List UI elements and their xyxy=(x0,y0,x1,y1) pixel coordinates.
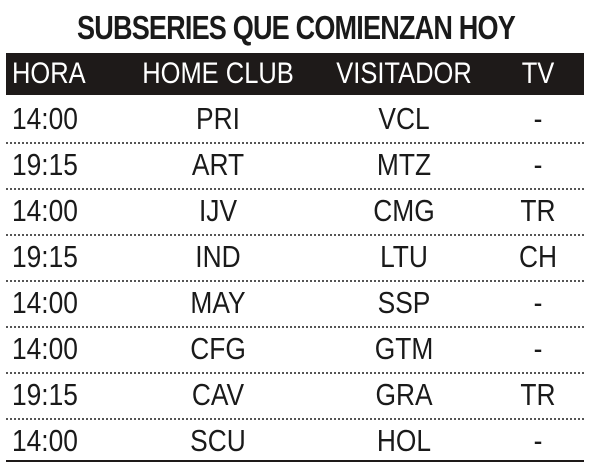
table-row: 14:00 MAY SSP - xyxy=(6,280,584,328)
table-bottom-rule xyxy=(6,460,584,462)
cell-tv: - xyxy=(533,331,543,366)
cell-home-club: CAV xyxy=(191,377,245,412)
table-row: 19:15 ART MTZ - xyxy=(6,142,584,190)
cell-hora: 14:00 xyxy=(12,285,78,320)
cell-visitor: SSP xyxy=(377,285,431,320)
table-row: 19:15 CAV GRA TR xyxy=(6,372,584,420)
header-home-club: HOME CLUB xyxy=(142,57,294,90)
cell-home-club: PRI xyxy=(196,101,240,136)
table-row: 14:00 SCU HOL - xyxy=(6,418,584,464)
cell-home-club: IJV xyxy=(198,193,238,228)
header-tv: TV xyxy=(521,57,555,90)
cell-home-club: CFG xyxy=(190,331,246,366)
cell-hora: 14:00 xyxy=(12,101,78,136)
cell-home-club: MAY xyxy=(190,285,246,320)
cell-tv: CH xyxy=(518,239,558,274)
cell-tv: - xyxy=(533,147,543,182)
cell-tv: TR xyxy=(520,193,556,228)
cell-visitor: LTU xyxy=(380,239,428,274)
cell-visitor: GTM xyxy=(374,331,434,366)
cell-visitor: VCL xyxy=(378,101,430,136)
table-row: 14:00 PRI VCL - xyxy=(6,96,584,144)
cell-hora: 14:00 xyxy=(12,331,78,366)
cell-home-club: IND xyxy=(195,239,241,274)
cell-visitor: HOL xyxy=(376,423,432,458)
cell-hora: 19:15 xyxy=(12,147,78,182)
cell-hora: 19:15 xyxy=(12,239,78,274)
table-row: 14:00 IJV CMG TR xyxy=(6,188,584,236)
table-header: HORA HOME CLUB VISITADOR TV xyxy=(6,53,584,95)
header-hora: HORA xyxy=(12,57,86,90)
cell-home-club: ART xyxy=(191,147,245,182)
cell-hora: 14:00 xyxy=(12,193,78,228)
cell-visitor: MTZ xyxy=(376,147,432,182)
header-visitor: VISITADOR xyxy=(336,57,472,90)
table-row: 14:00 CFG GTM - xyxy=(6,326,584,374)
table-row: 19:15 IND LTU CH xyxy=(6,234,584,282)
cell-hora: 19:15 xyxy=(12,377,78,412)
cell-home-club: SCU xyxy=(190,423,246,458)
cell-hora: 14:00 xyxy=(12,423,78,458)
cell-tv: - xyxy=(533,285,543,320)
cell-tv: - xyxy=(533,101,543,136)
cell-tv: TR xyxy=(520,377,556,412)
cell-visitor: GRA xyxy=(375,377,433,412)
cell-visitor: CMG xyxy=(373,193,435,228)
table-title: SUBSERIES QUE COMIENZAN HOY xyxy=(77,9,516,46)
cell-tv: - xyxy=(533,423,543,458)
